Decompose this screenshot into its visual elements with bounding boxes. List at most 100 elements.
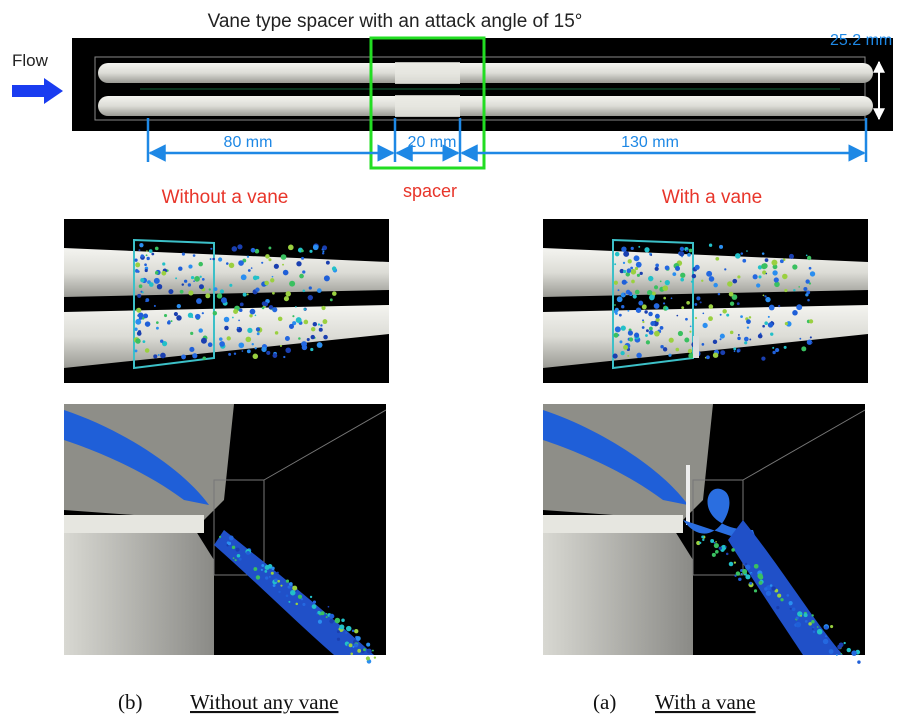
vortex-blob <box>313 245 319 251</box>
vortex-blob <box>288 245 294 251</box>
vortex-blob <box>156 248 158 250</box>
vortex-blob <box>195 314 201 320</box>
vortex-blob <box>700 301 702 303</box>
vortex-blob <box>701 535 704 538</box>
vortex-blob <box>615 326 621 332</box>
vortex-blob <box>746 319 751 324</box>
vortex-blob <box>212 258 215 261</box>
vortex-blob <box>153 354 157 358</box>
vortex-blob <box>143 340 146 343</box>
vortex-blob <box>725 546 727 548</box>
vortex-blob <box>769 305 775 311</box>
vortex-blob <box>145 269 148 272</box>
vortex-blob <box>251 267 253 269</box>
vortex-blob <box>655 314 660 319</box>
vortex-blob <box>329 614 334 619</box>
vortex-blob <box>178 267 182 271</box>
vortex-blob <box>367 649 372 654</box>
vortex-blob <box>741 252 744 255</box>
vortex-blob <box>242 350 244 352</box>
vortex-blob <box>636 262 642 268</box>
vortex-blob <box>272 276 274 278</box>
vortex-blob <box>649 327 653 331</box>
vortex-blob <box>679 251 684 256</box>
vortex-blob <box>719 338 721 340</box>
vortex-blob <box>298 337 301 340</box>
vortex-blob <box>232 546 235 549</box>
vortex-blob <box>239 558 242 561</box>
vortex-blob <box>247 349 251 353</box>
vortex-blob <box>235 559 237 561</box>
vortex-blob <box>623 345 628 350</box>
vortex-blob <box>663 302 665 304</box>
dimension-label: 80 mm <box>224 134 273 151</box>
vortex-blob <box>363 648 366 651</box>
vortex-blob <box>237 327 239 329</box>
vortex-blob <box>309 250 312 253</box>
vortex-blob <box>277 572 279 574</box>
vortex-blob <box>627 268 632 273</box>
vortex-blob <box>817 626 819 628</box>
vortex-blob <box>277 580 280 583</box>
vortex-blob <box>706 271 712 277</box>
vortex-blob <box>709 304 714 309</box>
dimension-label: 20 mm <box>408 134 457 151</box>
vortex-blob <box>629 337 633 341</box>
vortex-blob <box>274 579 278 583</box>
vortex-blob <box>702 343 705 346</box>
vortex-blob <box>312 604 317 609</box>
vortex-blob <box>256 327 260 331</box>
vortex-blob <box>690 326 692 328</box>
vortex-blob <box>181 354 186 359</box>
vortex-blob <box>288 586 291 589</box>
vortex-blob <box>319 328 323 332</box>
vortex-blob <box>270 278 274 282</box>
vortex-blob <box>617 296 623 302</box>
vortex-blob <box>146 250 148 252</box>
vortex-blob <box>268 247 271 250</box>
vortex-blob <box>801 346 806 351</box>
vortex-blob <box>660 280 662 282</box>
vane <box>693 336 699 358</box>
vortex-blob <box>714 543 719 548</box>
vortex-blob <box>622 280 627 285</box>
vortex-blob <box>160 353 166 359</box>
vortex-blob <box>686 250 688 252</box>
vortex-blob <box>680 278 684 282</box>
vortex-blob <box>322 251 324 253</box>
flow-top-view <box>64 219 389 383</box>
vortex-blob <box>756 283 760 287</box>
vortex-blob <box>249 314 252 317</box>
vortex-blob <box>243 293 247 297</box>
vortex-blob <box>308 295 313 300</box>
vortex-blob <box>762 252 765 255</box>
vortex-blob <box>812 628 814 630</box>
vortex-blob <box>228 542 231 545</box>
vortex-blob <box>224 317 230 323</box>
vortex-blob <box>737 337 740 340</box>
vortex-blob <box>737 302 740 305</box>
vortex-blob <box>227 336 231 340</box>
vortex-blob <box>191 276 194 279</box>
caption-text: Without any vane <box>190 690 338 714</box>
vortex-blob <box>322 252 324 254</box>
vortex-blob <box>324 275 330 281</box>
vortex-blob <box>214 287 218 291</box>
vortex-blob <box>663 297 666 300</box>
vortex-blob <box>758 334 763 339</box>
vortex-blob <box>729 562 734 567</box>
vortex-blob <box>719 245 723 249</box>
vortex-blob <box>784 346 787 349</box>
vortex-blob <box>254 347 256 349</box>
vortex-blob <box>332 291 337 296</box>
vortex-blob <box>744 337 749 342</box>
vortex-blob <box>302 603 305 606</box>
vortex-blob <box>732 279 737 284</box>
vortex-blob <box>302 270 305 273</box>
vortex-blob <box>199 284 204 289</box>
vortex-blob <box>149 249 153 253</box>
vortex-blob <box>696 296 700 300</box>
vortex-blob <box>757 573 762 578</box>
vortex-blob <box>226 262 229 265</box>
vortex-blob <box>283 356 285 358</box>
